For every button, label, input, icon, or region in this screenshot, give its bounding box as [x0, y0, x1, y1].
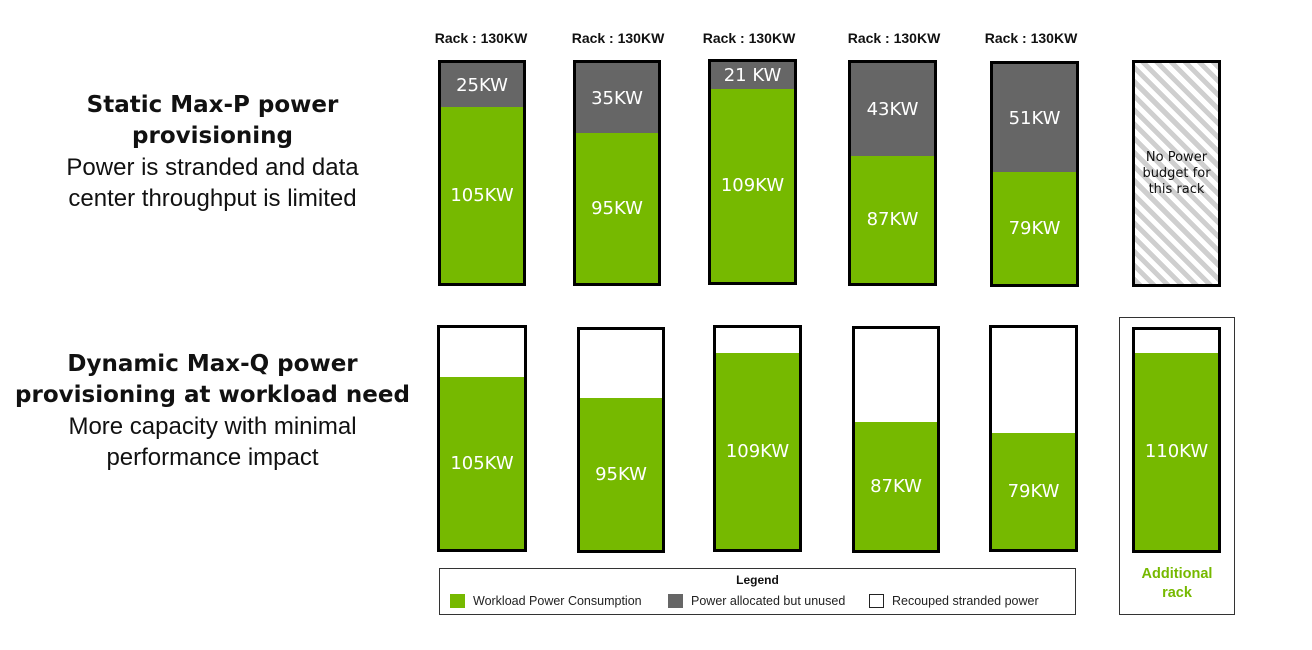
- unused-value: 21 KW: [723, 65, 782, 86]
- dynamic-rack-4: 87KW: [852, 326, 940, 553]
- used-segment: 87KW: [851, 156, 934, 283]
- legend-label: Recouped stranded power: [892, 594, 1039, 608]
- legend-item-unused: Power allocated but unused: [668, 594, 845, 608]
- unused-value: 25KW: [456, 74, 508, 96]
- dynamic-subtitle-line1: More capacity with minimal: [68, 413, 357, 440]
- unused-segment: 51KW: [993, 64, 1076, 172]
- gray-swatch-icon: [668, 594, 683, 608]
- legend-item-recouped: Recouped stranded power: [869, 594, 1039, 608]
- no-budget-hatch: No Power budget for this rack: [1135, 63, 1218, 284]
- static-rack-5: 51KW 79KW: [990, 61, 1079, 287]
- unused-segment: 25KW: [441, 63, 523, 107]
- unused-segment: 21 KW: [711, 62, 794, 89]
- static-rack-6-no-budget: No Power budget for this rack: [1132, 60, 1221, 287]
- dynamic-rack-5: 79KW: [989, 325, 1078, 552]
- additional-rack-line2: rack: [1162, 585, 1192, 601]
- dynamic-rack-1: 105KW: [437, 325, 527, 552]
- dynamic-subtitle-line2: performance impact: [106, 444, 319, 471]
- dynamic-title-line1: Dynamic Max-Q power: [67, 351, 358, 377]
- dynamic-title-line2: provisioning at workload need: [15, 382, 410, 408]
- rack-label-1: Rack : 130KW: [434, 30, 528, 46]
- static-title-line2: provisioning: [132, 123, 293, 149]
- used-value: 79KW: [1007, 480, 1060, 502]
- no-budget-line3: this rack: [1148, 181, 1205, 197]
- used-value: 105KW: [450, 184, 514, 206]
- static-title-line1: Static Max-P power: [86, 92, 339, 118]
- used-segment: 87KW: [855, 422, 937, 550]
- static-subtitle-line2: center throughput is limited: [68, 185, 357, 212]
- used-segment: 79KW: [993, 172, 1076, 284]
- rack-label-4: Rack : 130KW: [847, 30, 941, 46]
- used-value: 109KW: [725, 440, 790, 462]
- used-segment: 110KW: [1135, 353, 1218, 550]
- additional-rack-frame: [1119, 317, 1235, 615]
- used-segment: 79KW: [992, 433, 1075, 549]
- used-segment: 109KW: [711, 89, 794, 282]
- dynamic-rack-6-additional: 110KW: [1132, 327, 1221, 553]
- unused-value: 51KW: [1008, 107, 1061, 129]
- white-swatch-icon: [869, 594, 884, 608]
- used-value: 95KW: [595, 463, 647, 485]
- static-rack-4: 43KW 87KW: [848, 60, 937, 286]
- used-value: 105KW: [450, 452, 514, 474]
- dynamic-rack-3: 109KW: [713, 325, 802, 552]
- rack-label-2: Rack : 130KW: [571, 30, 665, 46]
- static-rack-1: 25KW 105KW: [438, 60, 526, 286]
- legend-label: Power allocated but unused: [691, 594, 846, 608]
- legend-label: Workload Power Consumption: [473, 594, 642, 608]
- used-value: 109KW: [720, 175, 785, 196]
- additional-rack-line1: Additional: [1141, 566, 1213, 582]
- legend-title: Legend: [736, 573, 779, 587]
- rack-label-3: Rack : 130KW: [702, 30, 796, 46]
- used-segment: 109KW: [716, 353, 799, 549]
- used-segment: 95KW: [580, 398, 662, 550]
- used-value: 95KW: [591, 197, 643, 219]
- no-budget-line1: No Power: [1145, 149, 1208, 165]
- legend: Legend Workload Power Consumption Power …: [439, 568, 1076, 615]
- green-swatch-icon: [450, 594, 465, 608]
- unused-segment: 35KW: [576, 63, 658, 133]
- unused-segment: 43KW: [851, 63, 934, 156]
- used-value: 87KW: [870, 475, 922, 497]
- used-value: 79KW: [1008, 217, 1061, 239]
- used-segment: 95KW: [576, 133, 658, 283]
- dynamic-description: Dynamic Max-Q power provisioning at work…: [10, 349, 415, 473]
- additional-rack-label: Additional rack: [1119, 565, 1235, 603]
- dynamic-rack-2: 95KW: [577, 327, 665, 553]
- unused-value: 35KW: [591, 87, 643, 109]
- legend-item-workload: Workload Power Consumption: [450, 594, 642, 608]
- used-segment: 105KW: [440, 377, 524, 549]
- static-description: Static Max-P power provisioning Power is…: [10, 90, 415, 214]
- no-budget-line2: budget for: [1142, 165, 1211, 181]
- rack-label-5: Rack : 130KW: [984, 30, 1078, 46]
- used-value: 87KW: [866, 209, 919, 230]
- static-rack-2: 35KW 95KW: [573, 60, 661, 286]
- static-subtitle-line1: Power is stranded and data: [66, 154, 359, 181]
- used-segment: 105KW: [441, 107, 523, 283]
- used-value: 110KW: [1144, 441, 1209, 462]
- static-rack-3: 21 KW 109KW: [708, 59, 797, 285]
- unused-value: 43KW: [866, 99, 919, 120]
